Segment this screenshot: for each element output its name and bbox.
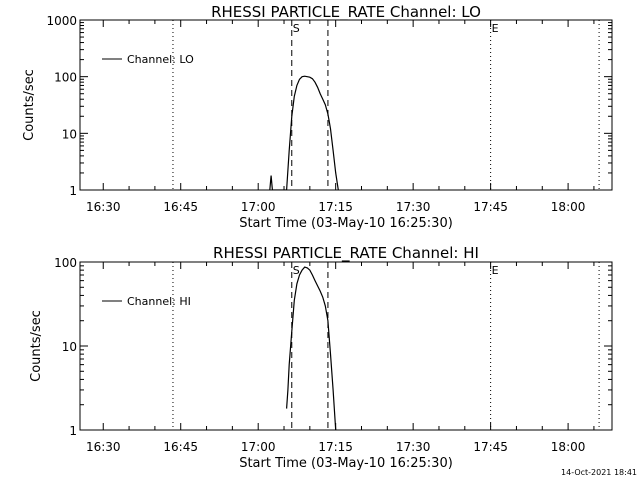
- x-tick-label: 17:30: [396, 200, 431, 214]
- y-axis-label: Counts/sec: [29, 310, 44, 382]
- time-marker-label: S: [293, 22, 300, 35]
- series-line: [286, 266, 337, 430]
- chart-title: RHESSI PARTICLE_RATE Channel: HI: [213, 244, 479, 263]
- x-tick-label: 17:30: [396, 440, 431, 454]
- chart-panel-1: RHESSI PARTICLE_RATE Channel: HIS E 16:30 1…: [29, 244, 613, 471]
- x-axis-label: Start Time (03-May-10 16:25:30): [239, 216, 453, 231]
- series-line: [269, 75, 339, 190]
- x-tick-label: 17:15: [318, 200, 353, 214]
- y-tick-label: 10: [62, 340, 77, 354]
- x-tick-label: 17:45: [473, 440, 508, 454]
- x-tick-label: 16:30: [86, 200, 121, 214]
- chart-panel-0: RHESSI PARTICLE_RATE Channel: LOS E 16:30 1…: [22, 3, 613, 231]
- footer-timestamp: 14-Oct-2021 18:41: [561, 468, 637, 477]
- y-tick-label: 1: [69, 184, 77, 198]
- legend-entry: Channel: LO: [127, 53, 194, 66]
- x-tick-label: 17:15: [318, 440, 353, 454]
- plot-frame: [79, 19, 613, 191]
- y-tick-label: 100: [54, 256, 77, 270]
- y-axis-label: Counts/sec: [22, 69, 37, 141]
- y-tick-label: 1000: [46, 14, 77, 28]
- x-tick-label: 17:00: [241, 440, 276, 454]
- y-tick-label: 1: [69, 424, 77, 438]
- time-marker-label: S: [293, 264, 300, 277]
- x-tick-label: 18:00: [551, 440, 586, 454]
- x-tick-label: 17:45: [473, 200, 508, 214]
- x-tick-label: 16:30: [86, 440, 121, 454]
- plot-frame: [79, 261, 613, 431]
- chart-title: RHESSI PARTICLE_RATE Channel: LO: [211, 3, 481, 22]
- x-tick-label: 18:00: [551, 200, 586, 214]
- time-marker-label: E: [492, 22, 499, 35]
- y-tick-label: 10: [62, 127, 77, 141]
- time-marker-label: E: [492, 264, 499, 277]
- legend-entry: Channel: HI: [127, 295, 191, 308]
- x-tick-label: 17:00: [241, 200, 276, 214]
- x-tick-label: 16:45: [163, 200, 198, 214]
- x-tick-label: 16:45: [163, 440, 198, 454]
- x-axis-label: Start Time (03-May-10 16:25:30): [239, 456, 453, 471]
- y-tick-label: 100: [54, 71, 77, 85]
